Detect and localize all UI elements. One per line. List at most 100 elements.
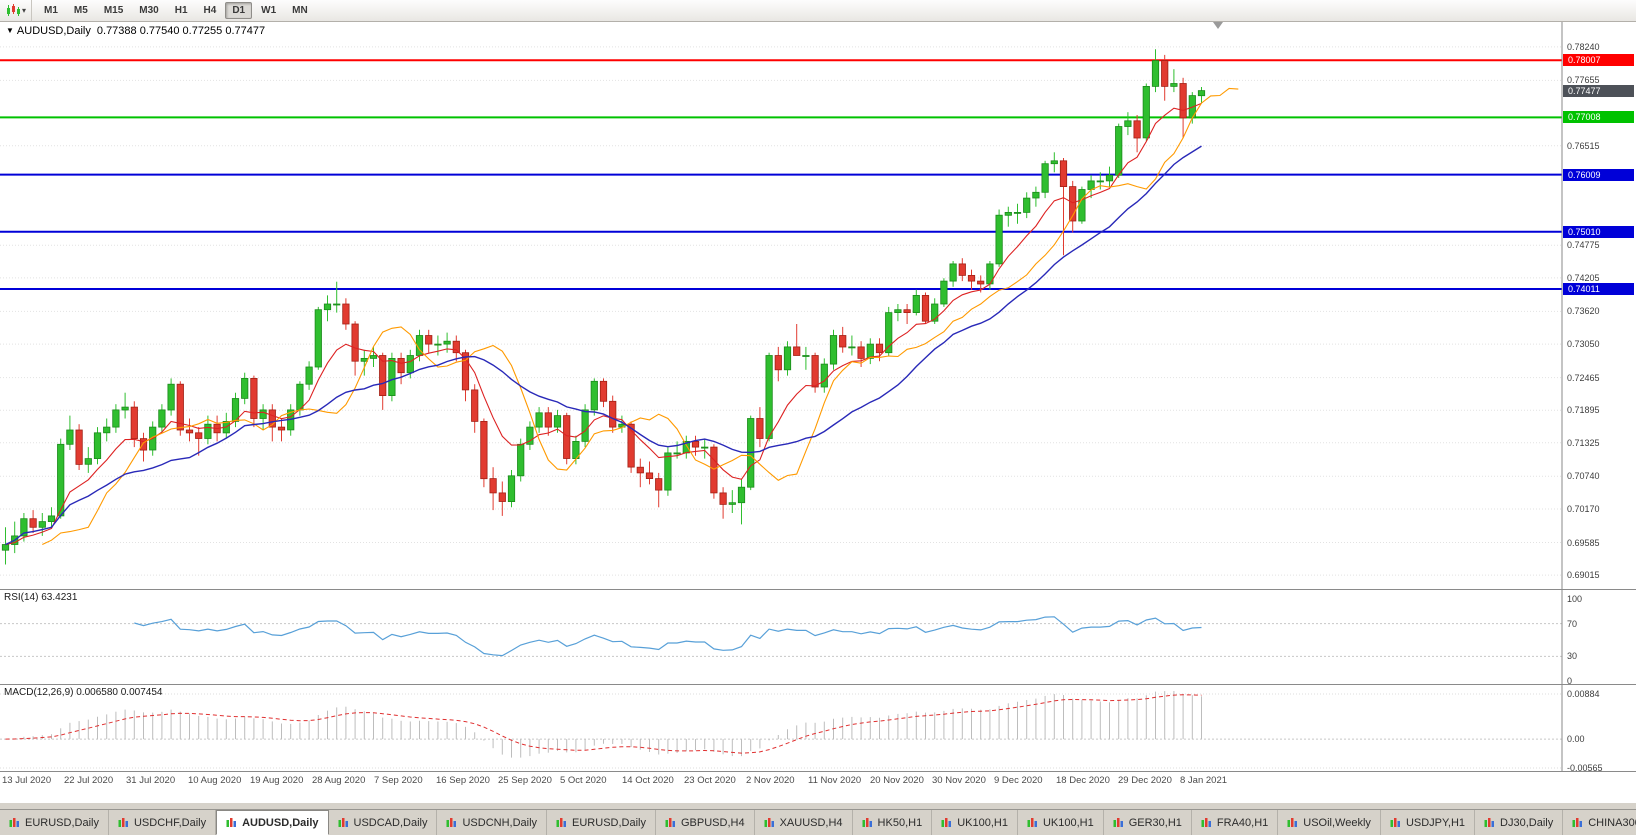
date-axis-label: 18 Dec 2020 — [1056, 775, 1110, 786]
chart-tab-usdcad-daily[interactable]: USDCAD,Daily — [328, 810, 438, 835]
tab-label: EURUSD,Daily — [25, 816, 99, 829]
tab-label: USDCHF,Daily — [133, 816, 207, 829]
chart-tab-usdjpy-h1[interactable]: USDJPY,H1 — [1380, 810, 1476, 835]
date-axis-label: 31 Jul 2020 — [126, 775, 176, 786]
chart-canvas[interactable] — [0, 22, 1636, 803]
tab-chart-icon — [1027, 818, 1037, 827]
price-axis-label: 0.71325 — [1567, 437, 1600, 448]
price-axis-label: 0.76515 — [1567, 140, 1600, 151]
tab-chart-icon — [941, 818, 952, 827]
tab-chart-icon — [1484, 818, 1495, 827]
chart-tab-china300-h1[interactable]: CHINA300,H1 — [1563, 810, 1636, 835]
chart-tab-eurusd-daily[interactable]: EURUSD,Daily — [547, 810, 656, 835]
price-axis-label: 0.73050 — [1567, 339, 1600, 350]
price-axis-label: 0.74775 — [1567, 240, 1600, 251]
tab-label: HK50,H1 — [877, 816, 923, 829]
tab-label: XAUUSD,H4 — [779, 816, 843, 829]
chevron-down-icon: ▾ — [22, 6, 27, 15]
price-level-badge: 0.76009 — [1563, 168, 1634, 181]
date-axis-label: 13 Jul 2020 — [2, 775, 52, 786]
chart-tab-xauusd-h4[interactable]: XAUUSD,H4 — [754, 810, 853, 835]
timeframe-button-h4[interactable]: H4 — [203, 5, 217, 16]
date-axis-label: 9 Dec 2020 — [994, 775, 1043, 786]
date-axis-label: 16 Sep 2020 — [436, 775, 490, 786]
tab-label: USOil,Weekly — [1303, 816, 1371, 829]
tab-chart-icon — [338, 818, 348, 827]
timeframe-button-h1[interactable]: H1 — [174, 5, 188, 16]
rsi-axis-label: 70 — [1567, 618, 1578, 629]
collapse-icon[interactable]: ▼ — [6, 26, 14, 35]
current-price-badge: 0.77477 — [1563, 84, 1634, 97]
tab-label: DJ30,Daily — [1500, 816, 1554, 829]
rsi-axis-label: 100 — [1567, 594, 1583, 604]
tab-label: USDCAD,Daily — [353, 816, 428, 829]
timeframe-button-d1[interactable]: D1 — [225, 2, 253, 19]
chart-tab-usoil-weekly[interactable]: USOil,Weekly — [1278, 810, 1381, 835]
chart-tab-uk100-h1[interactable]: UK100,H1 — [1017, 810, 1104, 835]
date-axis-label: 25 Sep 2020 — [498, 775, 552, 786]
macd-axis-label: 0.00 — [1567, 734, 1585, 745]
rsi-line — [134, 616, 1202, 657]
tab-label: AUDUSD,Daily — [242, 816, 319, 829]
tab-chart-icon — [1572, 818, 1583, 827]
tab-chart-icon — [118, 818, 128, 827]
date-axis-label: 22 Jul 2020 — [64, 775, 114, 786]
chart-tab-eurusd-daily[interactable]: EURUSD,Daily — [0, 810, 109, 835]
timeframe-button-mn[interactable]: MN — [292, 5, 308, 16]
tab-label: GBPUSD,H4 — [681, 816, 745, 829]
chart-tab-audusd-daily[interactable]: AUDUSD,Daily — [216, 810, 329, 835]
tab-label: UK100,H1 — [1042, 816, 1094, 829]
date-axis-label: 11 Nov 2020 — [808, 775, 862, 786]
date-axis-label: 29 Dec 2020 — [1118, 775, 1172, 786]
date-axis-label: 20 Nov 2020 — [870, 775, 924, 786]
tab-chart-icon — [665, 818, 675, 827]
moving-average-line-1 — [42, 87, 1239, 545]
macd-axis-label: -0.00565 — [1567, 763, 1603, 773]
date-axis-label: 8 Jan 2021 — [1180, 775, 1228, 786]
date-axis-label: 10 Aug 2020 — [188, 775, 242, 786]
timeframe-button-m1[interactable]: M1 — [44, 5, 58, 16]
tab-label: UK100,H1 — [957, 816, 1008, 829]
rsi-axis-label: 0 — [1567, 676, 1573, 686]
moving-average-line-0 — [5, 102, 1202, 546]
tab-chart-icon — [1201, 818, 1211, 827]
timeframe-button-w1[interactable]: W1 — [261, 5, 277, 16]
price-level-badge: 0.75010 — [1563, 225, 1634, 238]
chart-tab-uk100-h1[interactable]: UK100,H1 — [932, 810, 1018, 835]
moving-average-line-2 — [5, 145, 1202, 546]
chart-shift-marker[interactable] — [1213, 22, 1223, 29]
tab-label: GER30,H1 — [1128, 816, 1182, 829]
chart-tab-dj30-daily[interactable]: DJ30,Daily — [1475, 810, 1564, 835]
chart-type-button[interactable]: ▾ — [4, 0, 33, 21]
tab-chart-icon — [226, 818, 237, 827]
chart-tab-usdchf-daily[interactable]: USDCHF,Daily — [108, 810, 217, 835]
chart-tab-usdcnh-daily[interactable]: USDCNH,Daily — [437, 810, 548, 835]
timeframe-button-m15[interactable]: M15 — [103, 5, 124, 16]
price-axis-label: 0.74205 — [1567, 272, 1600, 283]
chart-tab-gbpusd-h4[interactable]: GBPUSD,H4 — [656, 810, 755, 835]
date-axis-label: 28 Aug 2020 — [312, 775, 366, 786]
timeframe-button-m30[interactable]: M30 — [139, 5, 159, 16]
date-axis-label: 2 Nov 2020 — [746, 775, 795, 786]
date-axis-label: 23 Oct 2020 — [684, 775, 736, 786]
tab-label: FRA40,H1 — [1216, 816, 1269, 829]
price-axis-label: 0.69585 — [1567, 537, 1600, 548]
chart-symbol-label: AUDUSD,Daily — [16, 25, 91, 37]
chart-tab-hk50-h1[interactable]: HK50,H1 — [852, 810, 933, 835]
macd-histogram — [14, 691, 1202, 758]
tab-label: USDJPY,H1 — [1405, 816, 1466, 829]
macd-indicator-label: MACD(12,26,9) 0.006580 0.007454 — [4, 687, 163, 698]
chart-tab-ger30-h1[interactable]: GER30,H1 — [1103, 810, 1192, 835]
tab-chart-icon — [556, 818, 567, 827]
tab-chart-icon — [1113, 818, 1123, 827]
tab-chart-icon — [862, 818, 872, 827]
tab-label: EURUSD,Daily — [572, 816, 646, 829]
candlestick-chart-icon — [7, 4, 20, 16]
price-axis-label: 0.70170 — [1567, 504, 1600, 514]
date-axis-label: 30 Nov 2020 — [932, 775, 986, 786]
date-axis-label: 7 Sep 2020 — [374, 775, 423, 786]
price-axis-label: 0.70740 — [1567, 471, 1600, 482]
timeframe-button-m5[interactable]: M5 — [73, 5, 88, 16]
tab-chart-icon — [1390, 818, 1400, 827]
chart-tab-fra40-h1[interactable]: FRA40,H1 — [1191, 810, 1279, 835]
